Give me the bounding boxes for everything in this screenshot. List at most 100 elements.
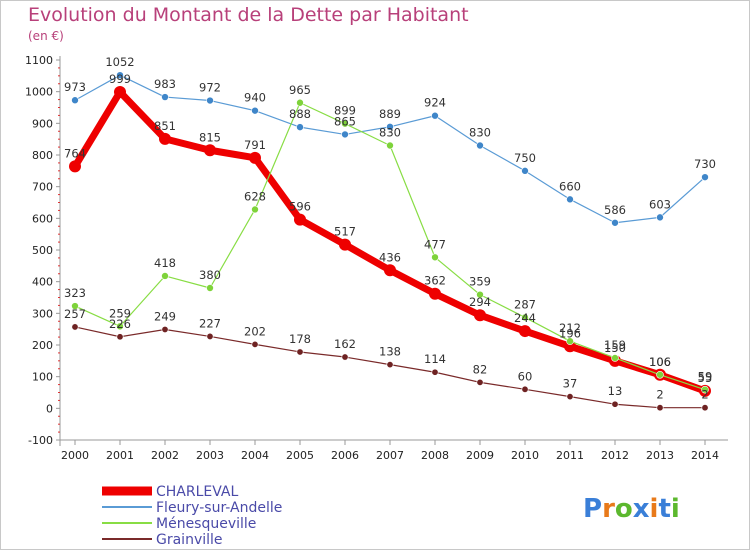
data-point-fleury-sur-andelle	[656, 213, 664, 222]
data-label-m-nesqueville: 965	[289, 83, 311, 97]
data-point-m-nesqueville	[656, 370, 664, 379]
data-point-grainville	[341, 353, 349, 361]
data-label-m-nesqueville: 212	[559, 321, 581, 335]
data-point-fleury-sur-andelle	[431, 111, 439, 120]
x-tick-label: 2013	[646, 449, 674, 462]
data-label-grainville: 227	[199, 316, 221, 330]
y-tick-label: 1100	[25, 54, 53, 67]
data-label-m-nesqueville: 380	[199, 268, 221, 282]
data-label-m-nesqueville: 287	[514, 297, 536, 311]
data-point-charleval	[474, 309, 486, 322]
data-point-m-nesqueville	[206, 284, 214, 292]
data-point-charleval	[114, 85, 126, 98]
y-tick-label: -100	[28, 434, 53, 447]
data-point-charleval	[204, 144, 216, 157]
data-label-m-nesqueville: 830	[379, 126, 401, 140]
x-tick-label: 2014	[691, 449, 719, 462]
data-label-charleval: 106	[649, 355, 671, 369]
data-label-fleury-sur-andelle: 750	[514, 151, 536, 165]
data-label-fleury-sur-andelle: 973	[64, 80, 86, 94]
data-point-charleval	[429, 287, 441, 300]
data-point-m-nesqueville	[611, 354, 619, 362]
y-tick-label: 1000	[25, 86, 53, 99]
unit-label: (en €)	[28, 29, 64, 43]
x-tick-label: 2009	[466, 449, 494, 462]
data-label-fleury-sur-andelle: 730	[694, 157, 716, 171]
data-label-charleval: 596	[289, 200, 311, 214]
data-label-grainville: 60	[518, 369, 533, 383]
data-point-charleval	[159, 132, 171, 145]
data-label-m-nesqueville: 628	[244, 189, 266, 203]
data-point-m-nesqueville	[251, 205, 259, 214]
x-tick-label: 2003	[196, 449, 224, 462]
x-tick-label: 2008	[421, 449, 449, 462]
data-point-charleval	[339, 238, 351, 251]
data-label-grainville: 257	[64, 307, 86, 321]
data-point-fleury-sur-andelle	[206, 96, 214, 105]
data-point-fleury-sur-andelle	[71, 96, 79, 105]
data-label-charleval: 244	[514, 311, 536, 325]
data-point-grainville	[161, 325, 169, 333]
data-label-grainville: 13	[608, 384, 623, 398]
data-point-m-nesqueville	[71, 302, 79, 310]
data-label-m-nesqueville: 477	[424, 237, 446, 251]
data-label-grainville: 2	[656, 388, 663, 402]
data-label-grainville: 249	[154, 309, 176, 323]
data-point-grainville	[386, 361, 394, 369]
data-label-fleury-sur-andelle: 830	[469, 126, 491, 140]
data-point-m-nesqueville	[701, 385, 709, 394]
data-label-fleury-sur-andelle: 1052	[105, 55, 134, 69]
data-label-grainville: 202	[244, 324, 266, 338]
data-point-grainville	[116, 333, 124, 341]
data-label-charleval: 55	[698, 371, 713, 385]
x-tick-label: 2010	[511, 449, 539, 462]
data-label-charleval: 999	[109, 72, 131, 86]
x-tick-label: 2007	[376, 449, 404, 462]
x-tick-label: 2012	[601, 449, 629, 462]
data-point-fleury-sur-andelle	[116, 71, 124, 79]
data-label-fleury-sur-andelle: 603	[649, 197, 671, 211]
data-label-fleury-sur-andelle: 972	[199, 81, 221, 95]
data-point-grainville	[611, 400, 619, 408]
x-tick-label: 2000	[61, 449, 89, 462]
chart-title: Evolution du Montant de la Dette par Hab…	[28, 4, 469, 26]
data-point-grainville	[296, 348, 304, 356]
data-point-m-nesqueville	[116, 322, 124, 331]
x-tick-label: 2006	[331, 449, 359, 462]
x-tick-label: 2004	[241, 449, 269, 462]
x-tick-label: 2002	[151, 449, 179, 462]
data-label-m-nesqueville: 259	[109, 306, 131, 320]
data-label-charleval: 815	[199, 130, 221, 144]
data-point-grainville	[656, 404, 664, 412]
data-label-grainville: 114	[424, 352, 446, 366]
y-tick-label: 400	[32, 276, 53, 289]
data-label-charleval: 294	[469, 295, 491, 309]
data-point-grainville	[251, 340, 259, 348]
data-point-m-nesqueville	[476, 290, 484, 299]
data-label-charleval: 791	[244, 138, 266, 152]
data-label-fleury-sur-andelle: 983	[154, 77, 176, 91]
legend-label: Fleury-sur-Andelle	[156, 500, 282, 516]
data-point-fleury-sur-andelle	[296, 123, 304, 131]
data-point-grainville	[476, 378, 484, 386]
data-point-grainville	[431, 368, 439, 376]
data-label-m-nesqueville: 899	[334, 104, 356, 118]
data-label-charleval: 362	[424, 274, 446, 288]
data-label-grainville: 82	[473, 362, 488, 376]
data-point-m-nesqueville	[341, 119, 349, 128]
data-point-m-nesqueville	[521, 313, 529, 322]
data-label-charleval: 851	[154, 119, 176, 133]
data-label-fleury-sur-andelle: 889	[379, 107, 401, 121]
data-label-grainville: 138	[379, 345, 401, 359]
data-point-fleury-sur-andelle	[701, 173, 709, 181]
y-tick-label: 300	[32, 307, 53, 320]
x-tick-label: 2011	[556, 449, 584, 462]
data-point-fleury-sur-andelle	[521, 167, 529, 175]
data-label-charleval: 150	[604, 341, 626, 355]
data-label-m-nesqueville: 359	[469, 275, 491, 289]
data-point-m-nesqueville	[431, 253, 439, 262]
y-tick-label: 500	[32, 244, 53, 257]
data-label-fleury-sur-andelle: 586	[604, 203, 626, 217]
data-label-m-nesqueville: 159	[604, 338, 626, 352]
